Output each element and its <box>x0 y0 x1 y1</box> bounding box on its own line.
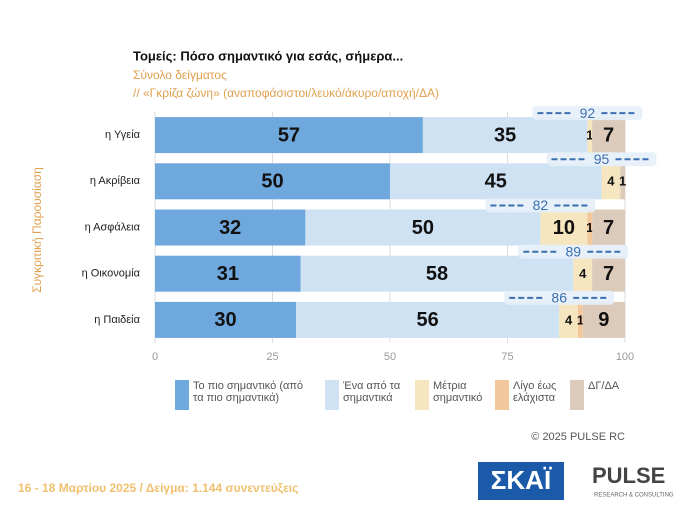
subtitle: // «Γκρίζα ζώνη» (αναποφάσιστοι/λευκό/άκ… <box>133 86 439 100</box>
y-tick-label: η Ασφάλεια <box>85 221 141 233</box>
legend: Το πιο σημαντικό (από τα πιο σημαντικά) Έ… <box>175 380 625 410</box>
data-label: 4 <box>579 266 587 281</box>
legend-swatch <box>325 380 339 410</box>
data-label: 45 <box>485 171 507 193</box>
bar-segment <box>592 117 625 154</box>
bar-segment <box>155 209 306 246</box>
x-tick-label: 25 <box>266 351 278 363</box>
y-tick-label: η Οικονομία <box>82 268 141 280</box>
logo-box <box>478 462 564 500</box>
total-pill <box>532 106 643 121</box>
bar-segment <box>587 117 593 154</box>
bar-segment <box>601 163 621 200</box>
bar-segment <box>296 301 560 338</box>
total-label: 95 <box>594 151 610 167</box>
bar-segment <box>620 163 625 200</box>
data-label: 9 <box>598 309 609 331</box>
bar-segment <box>592 209 625 246</box>
legend-label: Λίγο έως ελάχιστα <box>513 380 557 404</box>
legend-label: ΔΓ/ΔΑ <box>588 380 620 392</box>
legend-item: ΔΓ/ΔΑ <box>570 380 625 410</box>
legend-item: Το πιο σημαντικό (από τα πιο σημαντικά) <box>175 380 315 410</box>
y-tick-label: η Υγεία <box>105 129 141 141</box>
total-label: 82 <box>533 197 549 213</box>
bar-segment <box>155 117 423 154</box>
bar-segment <box>573 255 593 292</box>
y-axis-label: Συγκριτική Παρουσίαση <box>30 167 44 293</box>
bar-segment <box>559 301 578 338</box>
bar-segment <box>155 255 301 292</box>
total-pill <box>518 244 629 259</box>
data-label: 1 <box>586 128 593 143</box>
legend-swatch <box>495 380 509 410</box>
subtitle: Σύνολο δείγματος <box>133 68 227 82</box>
data-label: 1 <box>586 220 593 235</box>
bar-segment <box>582 301 625 338</box>
data-label: 1 <box>577 312 584 327</box>
y-tick-label: η Ακρίβεια <box>90 175 141 187</box>
logo: ΣΚΑΪ <box>491 465 552 495</box>
data-label: 7 <box>603 124 614 146</box>
bar-segment <box>155 301 296 338</box>
legend-label: Ένα από τα σημαντικά <box>343 380 401 404</box>
bar-segment <box>578 301 583 338</box>
data-label: 50 <box>261 171 283 193</box>
logo: PULSE <box>592 463 665 488</box>
total-label: 86 <box>551 290 567 306</box>
legend-swatch <box>415 380 429 410</box>
bar-segment <box>540 209 588 246</box>
data-label: 7 <box>603 217 614 239</box>
data-label: 56 <box>416 309 438 331</box>
bar-segment <box>390 163 602 200</box>
x-tick-label: 50 <box>384 351 396 363</box>
legend-label: Το πιο σημαντικό (από τα πιο σημαντικά) <box>193 380 304 404</box>
x-tick-label: 0 <box>152 351 158 363</box>
data-label: 4 <box>607 174 615 189</box>
total-pill <box>504 290 615 305</box>
bar-segment <box>592 255 625 292</box>
x-tick-label: 75 <box>501 351 513 363</box>
data-label: 57 <box>278 124 300 146</box>
total-label: 92 <box>580 105 596 121</box>
footer: 16 - 18 Μαρτίου 2025 / Δείγμα: 1.144 συν… <box>18 481 298 495</box>
bar-segment <box>305 209 541 246</box>
data-label: 10 <box>553 217 575 239</box>
bar-segment <box>300 255 574 292</box>
bar-segment <box>587 209 593 246</box>
legend-item: Ένα από τα σημαντικά <box>325 380 405 410</box>
legend-swatch <box>175 380 189 410</box>
data-label: 7 <box>603 263 614 285</box>
data-label: 35 <box>494 124 516 146</box>
data-label: 58 <box>426 263 448 285</box>
total-pill <box>485 198 596 213</box>
copyright: © 2025 PULSE RC <box>531 431 625 443</box>
data-label: 30 <box>214 309 236 331</box>
data-label: 1 <box>619 174 626 189</box>
legend-swatch <box>570 380 584 410</box>
bar-segment <box>155 163 390 200</box>
bar-segment <box>422 117 588 154</box>
legend-item: Λίγο έως ελάχιστα <box>495 380 560 410</box>
total-label: 89 <box>566 243 582 259</box>
legend-label: Μέτρια σημαντικό <box>433 380 483 404</box>
total-pill <box>546 152 657 167</box>
data-label: 4 <box>565 312 573 327</box>
data-label: 32 <box>219 217 241 239</box>
logo-sub: RESEARCH & CONSULTING <box>594 493 674 499</box>
legend-item: Μέτρια σημαντικό <box>415 380 485 410</box>
y-tick-label: η Παιδεία <box>94 314 140 326</box>
x-tick-label: 100 <box>616 351 634 363</box>
chart-title: Τομείς: Πόσο σημαντικό για εσάς, σήμερα.… <box>133 48 403 63</box>
data-label: 31 <box>217 263 239 285</box>
data-label: 50 <box>412 217 434 239</box>
